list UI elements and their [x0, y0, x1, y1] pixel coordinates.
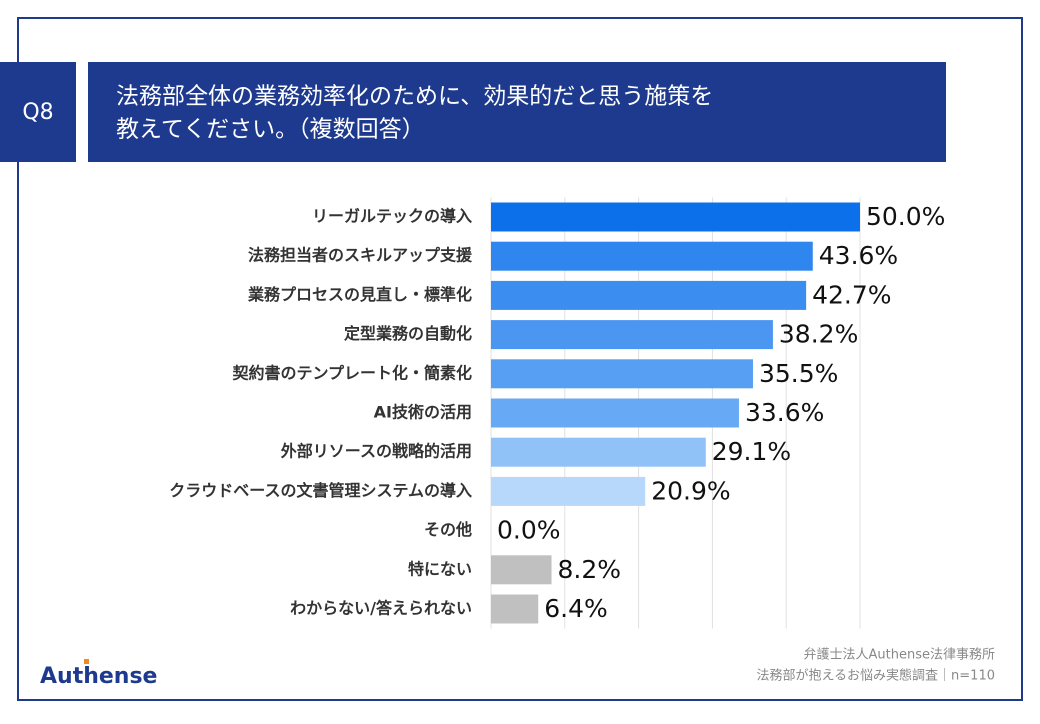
category-label: クラウドベースの文書管理システムの導入: [169, 481, 472, 500]
bar: [491, 594, 539, 624]
category-label: わからない/答えられない: [290, 599, 472, 618]
value-label: 0.0%: [497, 516, 561, 545]
category-label: 特にない: [408, 559, 472, 578]
category-label: 契約書のテンプレート化・簡素化: [231, 363, 472, 382]
bar: [491, 280, 807, 310]
category-label: 法務担当者のスキルアップ支援: [248, 246, 473, 265]
bar: [491, 476, 646, 506]
value-label: 33.6%: [745, 398, 824, 427]
bar: [491, 437, 706, 467]
value-label: 20.9%: [651, 476, 730, 505]
bar: [491, 555, 552, 585]
bar: [491, 241, 813, 271]
category-label: AI技術の活用: [374, 403, 472, 422]
value-label: 29.1%: [712, 437, 791, 466]
bar: [491, 202, 860, 232]
frame: [17, 17, 1023, 701]
value-label: 35.5%: [759, 359, 838, 388]
category-label: リーガルテックの導入: [312, 207, 472, 226]
bar: [491, 398, 739, 428]
plot: リーガルテックの導入 50.0% 法務担当者のスキルアップ支援 43.6% 業務プロセス…: [169, 197, 945, 629]
category-label: 業務プロセスの見直し・標準化: [247, 285, 472, 304]
logo-accent: [84, 659, 89, 664]
title-box: [88, 62, 946, 162]
title-line: 法務部全体の業務効率化のために、効果的だと思う施策を: [116, 84, 713, 110]
value-label: 43.6%: [819, 241, 898, 270]
bar: [491, 359, 753, 389]
bar: [491, 320, 773, 350]
title-line: 教えてください。（複数回答）: [116, 117, 425, 143]
category-label: 外部リソースの戦略的活用: [280, 442, 472, 461]
value-label: 6.4%: [544, 594, 608, 623]
question-label: Q8: [22, 100, 53, 125]
category-label: その他: [424, 520, 472, 539]
category-label: 定型業務の自動化: [343, 324, 472, 343]
source-line: 法務部が抱えるお悩み実態調査｜n=110: [756, 668, 995, 684]
value-label: 8.2%: [558, 555, 622, 584]
value-label: 50.0%: [866, 202, 945, 231]
value-label: 38.2%: [779, 320, 858, 349]
value-label: 42.7%: [812, 280, 891, 309]
question-box: [0, 62, 76, 162]
source-line: 弁護士法人Authense法律事務所: [804, 647, 995, 663]
logo: Authense: [40, 664, 157, 689]
